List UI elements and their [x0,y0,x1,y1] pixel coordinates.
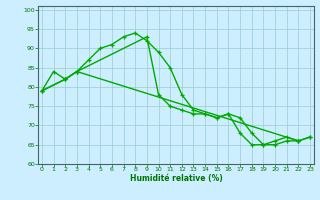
X-axis label: Humidité relative (%): Humidité relative (%) [130,174,222,183]
